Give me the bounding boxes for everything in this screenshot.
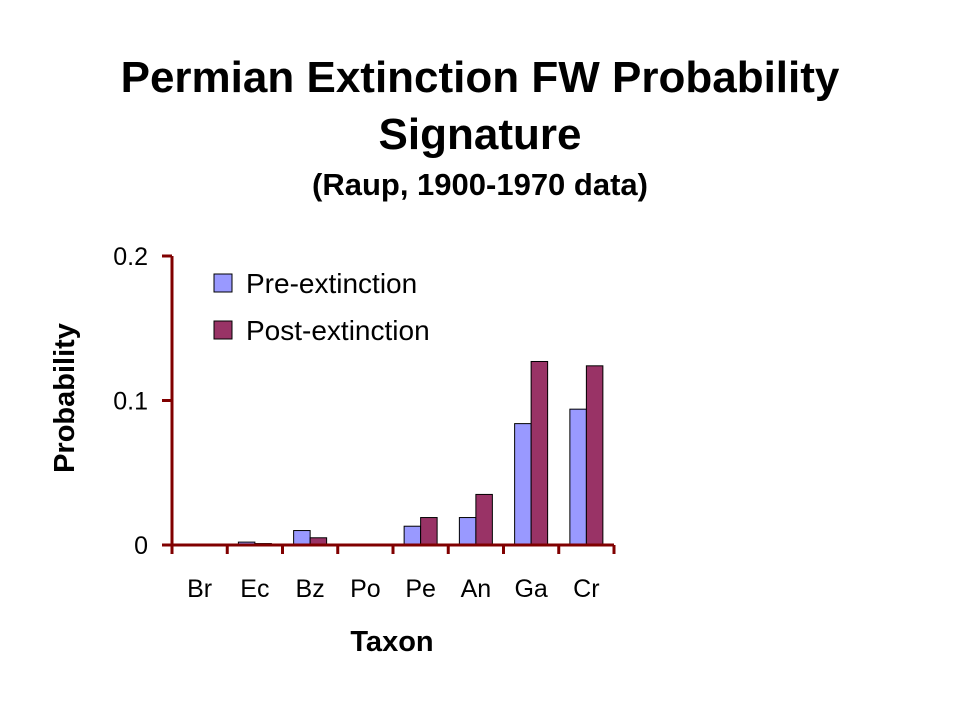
bar-post-extinction-ga (530, 360, 549, 546)
x-tick-label-br: Br (187, 575, 212, 603)
x-tick-label-po: Po (350, 575, 381, 603)
chart-title-line1: Permian Extinction FW Probability (120, 53, 840, 102)
bar-pre-extinction-ga (514, 423, 532, 546)
x-tick-label-bz: Bz (296, 575, 325, 603)
x-tick-label-cr: Cr (573, 575, 599, 603)
chart-subtitle: (Raup, 1900-1970 data) (312, 167, 648, 202)
tick-labels: 0 0.1 0.2 Br Ec Bz Po Pe An Ga Cr (113, 243, 599, 603)
x-tick-label-ga: Ga (514, 575, 547, 603)
x-axis-title: Taxon (350, 626, 433, 658)
bar-post-extinction-cr (585, 365, 604, 546)
x-tick-label-pe: Pe (405, 575, 436, 603)
bar-post-extinction-an (475, 493, 493, 546)
legend-swatch-pre-extinction (213, 273, 233, 293)
legend-label-pre-extinction: Pre-extinction (246, 268, 417, 299)
y-tick-label: 0.2 (113, 243, 148, 271)
legend-label-post-extinction: Post-extinction (246, 315, 430, 346)
axes (162, 254, 616, 554)
y-tick-label: 0 (134, 532, 148, 560)
y-axis-title: Probability (49, 323, 81, 473)
legend: Pre-extinction Post-extinction (213, 268, 430, 346)
bar-pre-extinction-pe (403, 525, 422, 546)
bar-post-extinction-pe (420, 517, 438, 546)
legend-swatch-post-extinction (213, 320, 233, 340)
bar-pre-extinction-an (458, 517, 477, 546)
x-tick-label-ec: Ec (240, 575, 269, 603)
bar-pre-extinction-cr (569, 408, 587, 546)
bar-pre-extinction-bz (293, 530, 311, 546)
chart-title-line2: Signature (378, 110, 582, 159)
x-tick-label-an: An (461, 575, 492, 603)
y-tick-label: 0.1 (113, 388, 148, 416)
bars (237, 360, 604, 546)
